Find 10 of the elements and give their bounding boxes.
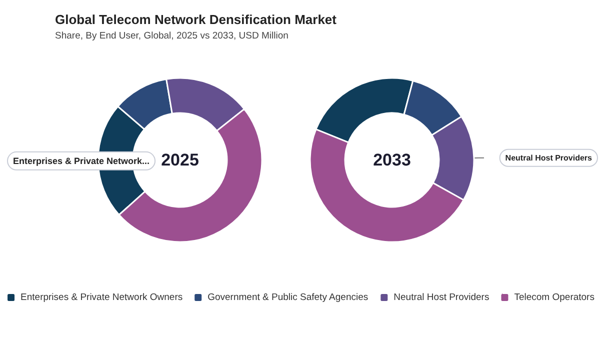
text: Enterprises & Private Network... (13, 156, 150, 166)
legend-label: Neutral Host Providers (394, 292, 490, 303)
category-label: Neutral Host Providers (505, 153, 592, 162)
slice-label: 2033 (373, 150, 411, 170)
legend-label: Telecom Operators (514, 292, 595, 303)
chart-title: Global Telecom Network Densification Market (55, 12, 338, 27)
legend-label: Government & Public Safety Agencies (208, 292, 368, 303)
chart-subtitle: Share, By End User, Global, 2025 vs 2033, USD Million (55, 30, 288, 42)
legend-label: Enterprises & Private Network Owners (20, 292, 183, 303)
slice-label: 2025 (161, 150, 199, 170)
